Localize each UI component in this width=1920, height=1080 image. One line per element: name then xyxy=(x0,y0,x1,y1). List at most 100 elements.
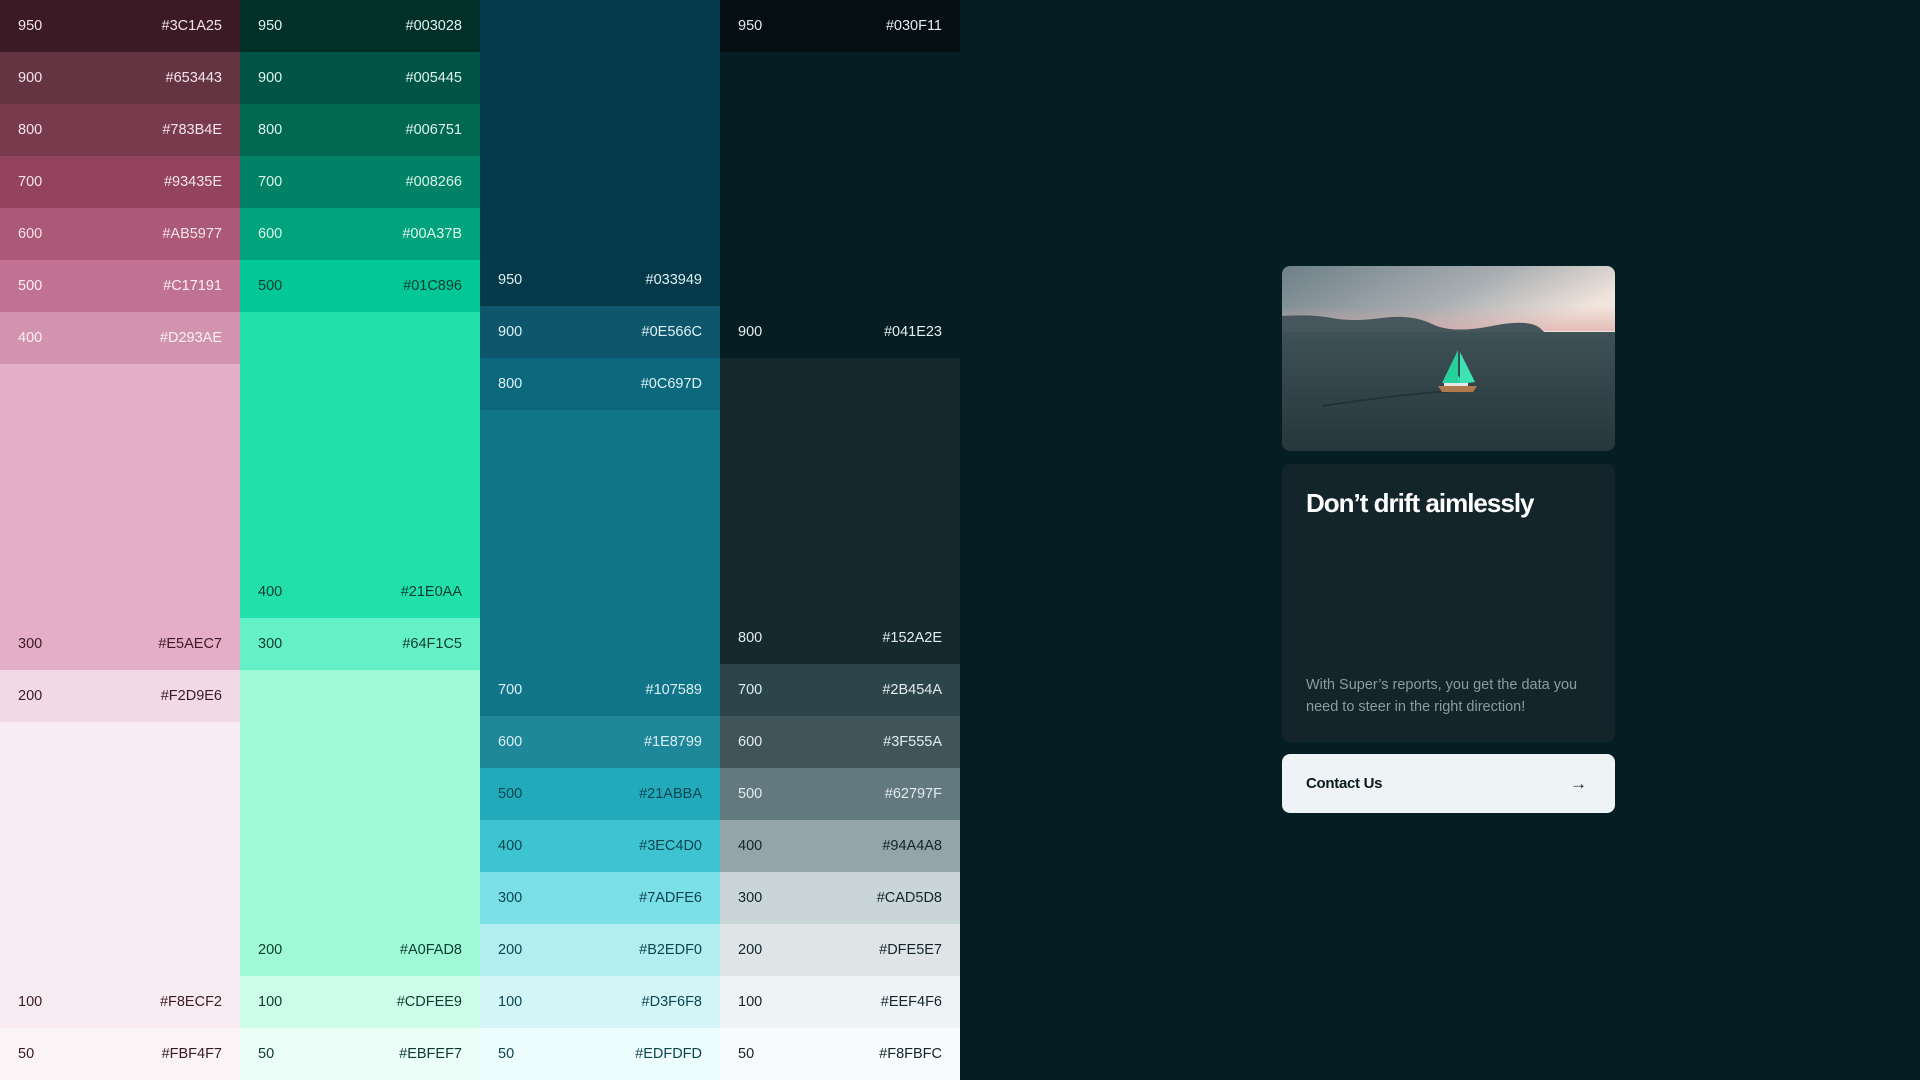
sailboat-photo xyxy=(1282,266,1615,451)
swatch-shade: 50 xyxy=(498,1046,515,1062)
swatch-hex: #EDFDFD xyxy=(635,1046,702,1062)
swatch-shade: 50 xyxy=(258,1046,275,1062)
color-swatch: 200 #A0FAD8 xyxy=(240,670,480,976)
color-swatch: 300 #E5AEC7 xyxy=(0,364,240,670)
swatch-hex: #A0FAD8 xyxy=(399,942,462,958)
swatch-shade: 400 xyxy=(18,330,43,346)
swatch-hex: #C17191 xyxy=(163,278,222,294)
swatch-hex: #93435E xyxy=(163,174,222,190)
swatch-hex: #AB5977 xyxy=(162,226,222,242)
swatch-hex: #FBF4F7 xyxy=(161,1046,222,1062)
swatch-shade: 700 xyxy=(18,174,43,190)
swatch-hex: #DFE5E7 xyxy=(879,942,942,958)
swatch-hex: #653443 xyxy=(165,70,222,86)
swatch-shade: 300 xyxy=(498,890,523,906)
swatch-shade: 200 xyxy=(18,688,43,704)
swatch-hex: #D3F6F8 xyxy=(641,994,702,1010)
swatch-hex: #CDFEE9 xyxy=(396,994,462,1010)
swatch-shade: 900 xyxy=(18,70,43,86)
swatch-hex: #F8FBFC xyxy=(879,1046,942,1062)
swatch-hex: #107589 xyxy=(645,682,702,698)
swatch-hex: #003028 xyxy=(405,18,462,34)
swatch-hex: #008266 xyxy=(405,174,462,190)
swatch-shade: 900 xyxy=(258,70,283,86)
color-swatch: 500 #C17191 xyxy=(0,260,240,312)
color-swatch: 700 #93435E xyxy=(0,156,240,208)
swatch-shade: 800 xyxy=(258,122,283,138)
color-swatch: 300 #64F1C5 xyxy=(240,618,480,670)
swatch-shade: 300 xyxy=(738,890,763,906)
swatch-shade: 100 xyxy=(18,994,43,1010)
swatch-hex: #EBFEF7 xyxy=(399,1046,462,1062)
swatch-shade: 950 xyxy=(258,18,283,34)
swatch-hex: #01C896 xyxy=(403,278,462,294)
color-swatch: 100 #F8ECF2 xyxy=(0,722,240,1028)
swatch-shade: 600 xyxy=(498,734,523,750)
swatch-hex: #3EC4D0 xyxy=(639,838,702,854)
swatch-shade: 50 xyxy=(18,1046,35,1062)
color-swatch: 800 #783B4E xyxy=(0,104,240,156)
swatch-shade: 200 xyxy=(498,942,523,958)
swatch-shade: 900 xyxy=(738,324,763,340)
swatch-shade: 950 xyxy=(738,18,763,34)
swatch-hex: #CAD5D8 xyxy=(876,890,942,906)
color-swatch: 600 #00A37B xyxy=(240,208,480,260)
swatch-shade: 700 xyxy=(258,174,283,190)
swatch-hex: #3C1A25 xyxy=(161,18,222,34)
palette-column: 950 #003028 900 #005445 800 #006751 700 #008266… xyxy=(240,0,480,1080)
swatch-hex: #E5AEC7 xyxy=(158,636,222,652)
color-swatch: 200 #F2D9E6 xyxy=(0,670,240,722)
color-swatch: 50 #F8FBFC xyxy=(720,1028,960,1080)
card-title: Don’t drift aimlessly xyxy=(1306,488,1535,518)
swatch-hex: #005445 xyxy=(405,70,462,86)
color-swatch: 200 #DFE5E7 xyxy=(720,924,960,976)
color-swatch: 700 #008266 xyxy=(240,156,480,208)
contact-us-button[interactable]: Contact Us → xyxy=(1282,754,1615,813)
swatch-shade: 900 xyxy=(498,324,523,340)
swatch-hex: #2B454A xyxy=(882,682,942,698)
palette-column: 950 #3C1A25 900 #653443 800 #783B4E 700 #93435E… xyxy=(0,0,240,1080)
card-description: With Super’s reports, you get the data y… xyxy=(1306,677,1578,715)
color-swatch: 600 #3F555A xyxy=(720,716,960,768)
swatch-hex: #B2EDF0 xyxy=(639,942,702,958)
swatch-hex: #006751 xyxy=(405,122,462,138)
swatch-hex: #94A4A8 xyxy=(882,838,942,854)
arrow-right-icon: → xyxy=(1570,773,1587,793)
swatch-hex: #D293AE xyxy=(159,330,222,346)
card-body: Don’t drift aimlessly With Super’s repor… xyxy=(1282,464,1615,742)
color-swatch: 600 #1E8799 xyxy=(480,716,720,768)
swatch-hex: #7ADFE6 xyxy=(639,890,702,906)
color-swatch: 500 #62797F xyxy=(720,768,960,820)
contact-us-label: Contact Us xyxy=(1306,775,1383,792)
color-swatch: 700 #107589 xyxy=(480,410,720,716)
color-swatch: 900 #0E566C xyxy=(480,306,720,358)
swatch-shade: 800 xyxy=(498,376,523,392)
color-swatch: 900 #041E23 xyxy=(720,52,960,358)
swatch-hex: #00A37B xyxy=(402,226,462,242)
swatch-shade: 800 xyxy=(738,630,763,646)
swatch-hex: #0C697D xyxy=(640,376,702,392)
swatch-hex: #1E8799 xyxy=(643,734,702,750)
swatch-hex: #783B4E xyxy=(162,122,222,138)
palette-column: 950 #033949 900 #0E566C 800 #0C697D 700 #107589… xyxy=(480,0,720,1080)
swatch-shade: 600 xyxy=(258,226,283,242)
swatch-shade: 100 xyxy=(258,994,283,1010)
palette-column: 950 #030F11 900 #041E23 800 #152A2E 700 #2B454A… xyxy=(720,0,960,1080)
color-swatch: 100 #D3F6F8 xyxy=(480,976,720,1028)
swatch-hex: #21E0AA xyxy=(400,584,462,600)
swatch-shade: 500 xyxy=(738,786,763,802)
color-swatch: 400 #94A4A8 xyxy=(720,820,960,872)
swatch-hex: #F8ECF2 xyxy=(159,994,222,1010)
swatch-shade: 700 xyxy=(738,682,763,698)
color-swatch: 900 #005445 xyxy=(240,52,480,104)
color-swatch: 400 #21E0AA xyxy=(240,312,480,618)
swatch-hex: #152A2E xyxy=(882,630,942,646)
swatch-shade: 100 xyxy=(498,994,523,1010)
swatch-shade: 200 xyxy=(738,942,763,958)
swatch-shade: 500 xyxy=(258,278,283,294)
swatch-hex: #3F555A xyxy=(883,734,942,750)
color-swatch: 400 #D293AE xyxy=(0,312,240,364)
color-swatch: 950 #003028 xyxy=(240,0,480,52)
swatch-hex: #033949 xyxy=(645,272,702,288)
swatch-shade: 800 xyxy=(18,122,43,138)
